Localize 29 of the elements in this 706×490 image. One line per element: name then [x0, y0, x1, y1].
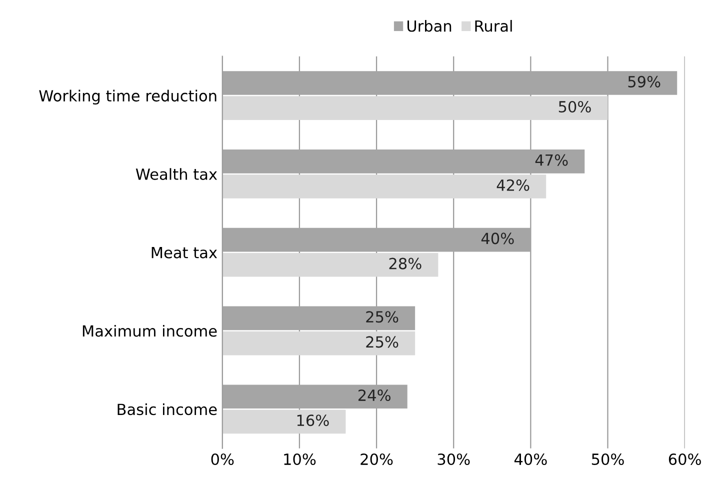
y-tick-label: Working time reduction [39, 90, 216, 105]
legend-label: Rural [475, 20, 512, 32]
data-label: 40% [481, 232, 514, 244]
x-tick-label: 20% [360, 453, 393, 466]
bar [222, 174, 546, 198]
x-tick-label: 30% [438, 453, 470, 466]
data-label: 50% [558, 100, 591, 113]
data-label: 42% [496, 179, 530, 191]
data-label: 25% [366, 336, 398, 348]
x-tick-label: 60% [668, 453, 701, 466]
bar [222, 331, 416, 356]
data-label: 16% [297, 414, 329, 426]
data-label: 47% [535, 154, 568, 166]
data-label: 24% [358, 389, 390, 402]
y-tick-label: Maximum income [82, 324, 217, 337]
x-tick-label: 0% [211, 453, 234, 466]
y-tick-label: Meat tax [152, 247, 218, 258]
bar [222, 96, 608, 120]
bar [222, 252, 438, 277]
bar [222, 410, 346, 434]
x-tick-label: 40% [514, 453, 547, 466]
x-tick-label: 10% [284, 453, 316, 466]
y-tick-label: Basic income [118, 403, 217, 416]
data-label: 25% [366, 311, 398, 323]
data-label: 28% [389, 258, 422, 270]
y-tick-label: Wealth tax [136, 168, 218, 180]
legend-label: Urban [407, 20, 452, 32]
data-label: 59% [628, 76, 660, 88]
x-tick-label: 50% [592, 453, 624, 466]
